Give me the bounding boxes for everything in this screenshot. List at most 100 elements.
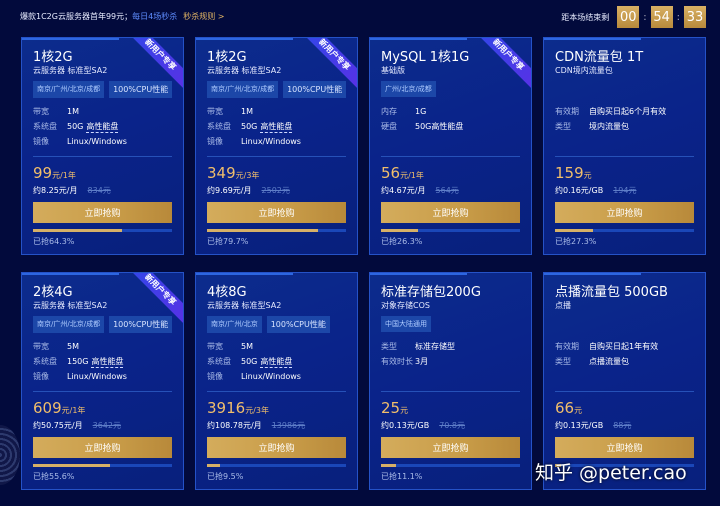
price: 66元 [555, 399, 582, 417]
sold-progress-fill [207, 229, 318, 232]
buy-now-button[interactable]: 立即抢购 [381, 202, 520, 223]
watermark: 知乎 @peter.cao [535, 462, 687, 484]
spec-value: 5M [67, 342, 79, 351]
top-bar: 爆款1C2G云服务器首年99元；每日4场秒杀 秒杀规则 > 距本场结束剩 00 :… [0, 0, 720, 34]
buy-now-button[interactable]: 立即抢购 [555, 437, 694, 458]
spec-list: 类型 标准存储型 有效时长 3月 [381, 339, 455, 369]
spec-label: 带宽 [33, 342, 49, 351]
spec-list: 有效期 自购买日起6个月有效 类型 境内流量包 [555, 104, 666, 134]
product-card: 4核8G 云服务器 标准型SA2 南京/广州/北京 100%CPU性能 带宽 5M 系统盘 5… [195, 272, 358, 490]
sold-progress-bar [207, 464, 346, 467]
tag-list: 南京/广州/北京/成都 100%CPU性能 [33, 81, 173, 98]
monthly-price: 约0.16元/GB [555, 186, 604, 195]
sold-progress-bar [33, 229, 172, 232]
divider [207, 391, 346, 392]
price-detail: 约0.13元/GB 88元 [555, 420, 631, 431]
buy-now-button[interactable]: 立即抢购 [207, 437, 346, 458]
product-card: 标准存储包200G 对象存储COS 中国大陆通用 类型 标准存储型 有效时长 3月 25元 约0… [369, 272, 532, 490]
original-price: 13986元 [271, 421, 306, 430]
disk-type-link[interactable]: 高性能盘 [260, 356, 293, 368]
buy-now-button[interactable]: 立即抢购 [33, 437, 172, 458]
spec-list: 有效期 自购买日起1年有效 类型 点播流量包 [555, 339, 658, 369]
product-subtitle: CDN境内流量包 [555, 66, 613, 75]
sold-percentage: 已抢27.3% [555, 237, 597, 246]
spec-row: 有效时长 3月 [381, 354, 455, 369]
sold-percentage: 已抢26.3% [381, 237, 423, 246]
countdown-minutes: 54 [650, 6, 673, 28]
spec-value: 50G高性能盘 [415, 122, 464, 131]
spec-label: 内存 [381, 107, 397, 116]
spec-label: 系统盘 [207, 357, 231, 366]
tag: 100%CPU性能 [283, 81, 347, 98]
price: 25元 [381, 399, 408, 417]
spec-row: 带宽 5M [207, 339, 301, 354]
price-value: 609 [33, 399, 62, 417]
spec-value: 1M [67, 107, 79, 116]
price-detail: 约0.13元/GB 70.8元 [381, 420, 465, 431]
spec-value: 1M [241, 107, 253, 116]
tag-list: 中国大陆通用 [381, 316, 431, 332]
spec-row: 带宽 1M [207, 104, 301, 119]
monthly-price: 约0.13元/GB [381, 421, 430, 430]
original-price: 2502元 [261, 186, 290, 195]
spec-label: 镜像 [33, 137, 49, 146]
spec-value: 50G [67, 122, 84, 131]
divider [555, 391, 694, 392]
price-detail: 约9.69元/月 2502元 [207, 185, 290, 196]
spec-value: Linux/Windows [241, 372, 301, 381]
product-subtitle: 云服务器 标准型SA2 [207, 301, 282, 310]
countdown-separator: : [643, 11, 647, 23]
price-detail: 约8.25元/月 834元 [33, 185, 111, 196]
product-card: 新用户专享 1核2G 云服务器 标准型SA2 南京/广州/北京/成都 100%CPU性能… [195, 37, 358, 255]
price-unit: 元 [583, 171, 592, 180]
buy-now-button[interactable]: 立即抢购 [207, 202, 346, 223]
divider [555, 156, 694, 157]
spec-row: 系统盘 50G 高性能盘 [207, 354, 301, 369]
price: 3916元/3年 [207, 399, 269, 417]
product-subtitle: 云服务器 标准型SA2 [33, 301, 108, 310]
countdown-seconds: 33 [684, 6, 706, 28]
spec-value: 5M [241, 342, 253, 351]
tag: 南京/广州/北京/成都 [207, 81, 279, 98]
disk-type-link[interactable]: 高性能盘 [86, 121, 119, 133]
spec-row: 有效期 自购买日起6个月有效 [555, 104, 666, 119]
sold-percentage: 已抢79.7% [207, 237, 249, 246]
spec-label: 类型 [555, 122, 571, 131]
spec-value: 点播流量包 [589, 357, 629, 366]
spec-value: 自购买日起1年有效 [589, 342, 659, 351]
disk-type-link[interactable]: 高性能盘 [91, 356, 124, 368]
rules-link[interactable]: 秒杀规则 > [183, 12, 225, 21]
product-title: 标准存储包200G [381, 285, 481, 300]
divider [381, 391, 520, 392]
price-detail: 约108.78元/月 13986元 [207, 420, 305, 431]
promo-banner: 爆款1C2G云服务器首年99元；每日4场秒杀 秒杀规则 > [20, 11, 225, 22]
promo-text: 爆款1C2G云服务器首年99元； [20, 12, 133, 21]
spec-label: 系统盘 [33, 357, 57, 366]
product-title: 2核4G [33, 285, 73, 300]
monthly-price: 约4.67元/月 [381, 186, 426, 195]
original-price: 70.8元 [439, 421, 466, 430]
tag: 100%CPU性能 [109, 316, 173, 333]
product-title: 点播流量包 500GB [555, 285, 668, 300]
divider [33, 156, 172, 157]
buy-now-button[interactable]: 立即抢购 [555, 202, 694, 223]
spec-row: 系统盘 50G 高性能盘 [33, 119, 127, 134]
price-unit: 元/1年 [61, 406, 86, 415]
original-price: 834元 [87, 186, 111, 195]
buy-now-button[interactable]: 立即抢购 [381, 437, 520, 458]
product-title: 4核8G [207, 285, 247, 300]
monthly-price: 约108.78元/月 [207, 421, 262, 430]
spec-value: Linux/Windows [241, 137, 301, 146]
price-unit: 元/3年 [235, 171, 260, 180]
spec-row: 带宽 5M [33, 339, 127, 354]
product-card: 新用户专享 MySQL 1核1G 基础版 广州/北京/成都 内存 1G 硬盘 50G高性能盘 5… [369, 37, 532, 255]
sold-progress-fill [555, 229, 593, 232]
buy-now-button[interactable]: 立即抢购 [33, 202, 172, 223]
tag-list: 南京/广州/北京/成都 100%CPU性能 [33, 316, 173, 333]
product-subtitle: 云服务器 标准型SA2 [207, 66, 282, 75]
sold-percentage: 已抢11.1% [381, 472, 423, 481]
divider [381, 156, 520, 157]
tag: 100%CPU性能 [266, 316, 330, 333]
spec-label: 系统盘 [33, 122, 57, 131]
disk-type-link[interactable]: 高性能盘 [260, 121, 293, 133]
